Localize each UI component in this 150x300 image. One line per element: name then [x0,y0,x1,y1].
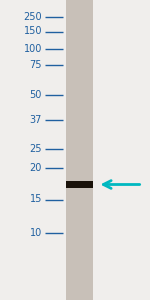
Text: 50: 50 [30,89,42,100]
Bar [66,0,93,300]
Text: 37: 37 [30,115,42,125]
Text: 100: 100 [24,44,42,54]
Text: 150: 150 [24,26,42,37]
Text: 20: 20 [30,163,42,173]
Text: 15: 15 [30,194,42,205]
Text: 250: 250 [23,11,42,22]
Bar [66,181,93,188]
Text: 25: 25 [30,143,42,154]
Text: 10: 10 [30,227,42,238]
Text: 75: 75 [30,59,42,70]
